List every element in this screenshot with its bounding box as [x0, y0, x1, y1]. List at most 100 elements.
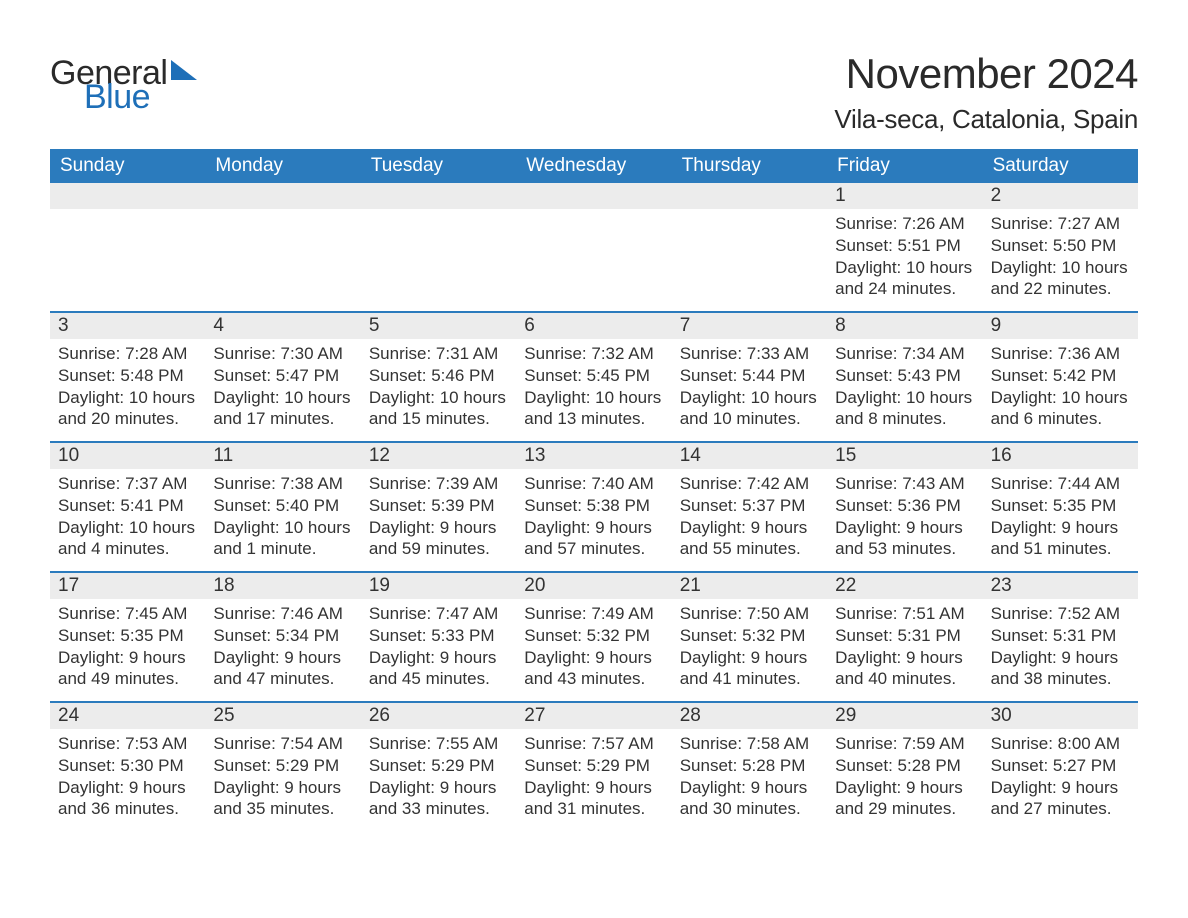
sunrise-text: Sunrise: 7:57 AM [524, 733, 663, 755]
day-number [361, 183, 516, 209]
sunset-text: Sunset: 5:29 PM [369, 755, 508, 777]
sunrise-text: Sunrise: 7:43 AM [835, 473, 974, 495]
daylight-text: and 33 minutes. [369, 798, 508, 820]
daylight-text: Daylight: 10 hours [835, 257, 974, 279]
day-details: Sunrise: 7:46 AMSunset: 5:34 PMDaylight:… [205, 599, 360, 698]
daylight-text: and 35 minutes. [213, 798, 352, 820]
calendar-cell: 21Sunrise: 7:50 AMSunset: 5:32 PMDayligh… [672, 573, 827, 701]
day-number: 25 [205, 703, 360, 729]
daylight-text: and 41 minutes. [680, 668, 819, 690]
day-details: Sunrise: 7:34 AMSunset: 5:43 PMDaylight:… [827, 339, 982, 438]
day-details: Sunrise: 7:53 AMSunset: 5:30 PMDaylight:… [50, 729, 205, 828]
sunset-text: Sunset: 5:41 PM [58, 495, 197, 517]
weekday-label: Monday [205, 149, 360, 183]
sunset-text: Sunset: 5:37 PM [680, 495, 819, 517]
day-number: 26 [361, 703, 516, 729]
calendar-cell: 26Sunrise: 7:55 AMSunset: 5:29 PMDayligh… [361, 703, 516, 831]
calendar-cell: 9Sunrise: 7:36 AMSunset: 5:42 PMDaylight… [983, 313, 1138, 441]
daylight-text: Daylight: 9 hours [680, 777, 819, 799]
sunrise-text: Sunrise: 7:31 AM [369, 343, 508, 365]
sunrise-text: Sunrise: 7:55 AM [369, 733, 508, 755]
sunrise-text: Sunrise: 7:27 AM [991, 213, 1130, 235]
sunrise-text: Sunrise: 7:50 AM [680, 603, 819, 625]
daylight-text: Daylight: 9 hours [369, 647, 508, 669]
calendar-cell: 27Sunrise: 7:57 AMSunset: 5:29 PMDayligh… [516, 703, 671, 831]
daylight-text: Daylight: 10 hours [213, 517, 352, 539]
calendar-cell: 22Sunrise: 7:51 AMSunset: 5:31 PMDayligh… [827, 573, 982, 701]
daylight-text: and 17 minutes. [213, 408, 352, 430]
day-number [672, 183, 827, 209]
daylight-text: and 57 minutes. [524, 538, 663, 560]
calendar-week: 3Sunrise: 7:28 AMSunset: 5:48 PMDaylight… [50, 311, 1138, 441]
daylight-text: and 27 minutes. [991, 798, 1130, 820]
day-details: Sunrise: 7:51 AMSunset: 5:31 PMDaylight:… [827, 599, 982, 698]
daylight-text: and 1 minute. [213, 538, 352, 560]
daylight-text: and 49 minutes. [58, 668, 197, 690]
day-details: Sunrise: 7:39 AMSunset: 5:39 PMDaylight:… [361, 469, 516, 568]
daylight-text: and 22 minutes. [991, 278, 1130, 300]
daylight-text: and 59 minutes. [369, 538, 508, 560]
daylight-text: and 40 minutes. [835, 668, 974, 690]
weekday-label: Thursday [672, 149, 827, 183]
daylight-text: Daylight: 9 hours [58, 777, 197, 799]
day-number: 6 [516, 313, 671, 339]
day-details: Sunrise: 7:27 AMSunset: 5:50 PMDaylight:… [983, 209, 1138, 308]
sunset-text: Sunset: 5:28 PM [835, 755, 974, 777]
daylight-text: Daylight: 10 hours [680, 387, 819, 409]
calendar-week: 17Sunrise: 7:45 AMSunset: 5:35 PMDayligh… [50, 571, 1138, 701]
daylight-text: and 47 minutes. [213, 668, 352, 690]
daylight-text: and 8 minutes. [835, 408, 974, 430]
logo: General Blue [50, 50, 197, 114]
sunset-text: Sunset: 5:34 PM [213, 625, 352, 647]
daylight-text: Daylight: 10 hours [369, 387, 508, 409]
day-details: Sunrise: 7:42 AMSunset: 5:37 PMDaylight:… [672, 469, 827, 568]
calendar-cell: 28Sunrise: 7:58 AMSunset: 5:28 PMDayligh… [672, 703, 827, 831]
sunrise-text: Sunrise: 7:47 AM [369, 603, 508, 625]
sunset-text: Sunset: 5:30 PM [58, 755, 197, 777]
sunrise-text: Sunrise: 7:46 AM [213, 603, 352, 625]
daylight-text: Daylight: 10 hours [991, 387, 1130, 409]
calendar-cell: 7Sunrise: 7:33 AMSunset: 5:44 PMDaylight… [672, 313, 827, 441]
calendar-cell: 11Sunrise: 7:38 AMSunset: 5:40 PMDayligh… [205, 443, 360, 571]
calendar-cell: 2Sunrise: 7:27 AMSunset: 5:50 PMDaylight… [983, 183, 1138, 311]
daylight-text: and 10 minutes. [680, 408, 819, 430]
sunset-text: Sunset: 5:29 PM [213, 755, 352, 777]
daylight-text: Daylight: 9 hours [369, 517, 508, 539]
daylight-text: Daylight: 9 hours [58, 647, 197, 669]
weekday-header-row: Sunday Monday Tuesday Wednesday Thursday… [50, 149, 1138, 183]
calendar-page: General Blue November 2024 Vila-seca, Ca… [0, 0, 1188, 918]
day-number: 29 [827, 703, 982, 729]
day-details: Sunrise: 7:55 AMSunset: 5:29 PMDaylight:… [361, 729, 516, 828]
day-number: 7 [672, 313, 827, 339]
day-number [50, 183, 205, 209]
day-details: Sunrise: 7:58 AMSunset: 5:28 PMDaylight:… [672, 729, 827, 828]
calendar-cell: 5Sunrise: 7:31 AMSunset: 5:46 PMDaylight… [361, 313, 516, 441]
sunset-text: Sunset: 5:32 PM [524, 625, 663, 647]
sunrise-text: Sunrise: 7:45 AM [58, 603, 197, 625]
daylight-text: and 29 minutes. [835, 798, 974, 820]
daylight-text: Daylight: 9 hours [835, 517, 974, 539]
day-details: Sunrise: 7:52 AMSunset: 5:31 PMDaylight:… [983, 599, 1138, 698]
sunset-text: Sunset: 5:36 PM [835, 495, 974, 517]
daylight-text: Daylight: 9 hours [524, 517, 663, 539]
sunrise-text: Sunrise: 7:40 AM [524, 473, 663, 495]
daylight-text: and 53 minutes. [835, 538, 974, 560]
sunrise-text: Sunrise: 7:37 AM [58, 473, 197, 495]
calendar-cell: 23Sunrise: 7:52 AMSunset: 5:31 PMDayligh… [983, 573, 1138, 701]
calendar-week: 24Sunrise: 7:53 AMSunset: 5:30 PMDayligh… [50, 701, 1138, 831]
sunrise-text: Sunrise: 7:51 AM [835, 603, 974, 625]
day-number: 21 [672, 573, 827, 599]
day-details: Sunrise: 7:36 AMSunset: 5:42 PMDaylight:… [983, 339, 1138, 438]
daylight-text: Daylight: 9 hours [991, 647, 1130, 669]
calendar-cell: 29Sunrise: 7:59 AMSunset: 5:28 PMDayligh… [827, 703, 982, 831]
sunrise-text: Sunrise: 7:26 AM [835, 213, 974, 235]
sunrise-text: Sunrise: 7:33 AM [680, 343, 819, 365]
daylight-text: Daylight: 9 hours [213, 777, 352, 799]
daylight-text: Daylight: 10 hours [58, 517, 197, 539]
daylight-text: and 30 minutes. [680, 798, 819, 820]
daylight-text: Daylight: 9 hours [524, 647, 663, 669]
daylight-text: Daylight: 9 hours [213, 647, 352, 669]
day-details: Sunrise: 7:26 AMSunset: 5:51 PMDaylight:… [827, 209, 982, 308]
day-number: 5 [361, 313, 516, 339]
calendar-cell: 6Sunrise: 7:32 AMSunset: 5:45 PMDaylight… [516, 313, 671, 441]
